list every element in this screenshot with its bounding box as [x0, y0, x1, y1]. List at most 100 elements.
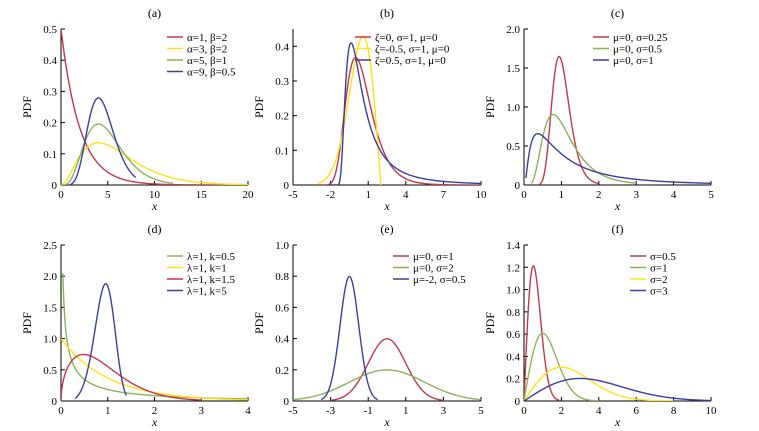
series-line: [524, 377, 711, 401]
y-tick-label: 0.6: [275, 302, 289, 314]
legend-label: α=1, β=2: [187, 32, 227, 44]
y-tick-label: 0.5: [506, 141, 520, 153]
legend-label: λ=1, k=5: [187, 286, 227, 298]
legend-label: ζ=-0.5, σ=1, μ=0: [375, 44, 450, 56]
x-tick-label: -1: [364, 405, 373, 417]
x-tick-label: 7: [441, 189, 447, 201]
y-tick-label: 0: [52, 180, 58, 192]
y-tick-label: 0.8: [506, 307, 520, 319]
x-tick-label: 0: [58, 189, 64, 201]
y-tick-label: 2.5: [43, 240, 57, 252]
x-axis-label: x: [383, 199, 390, 213]
y-tick-label: 1.2: [506, 262, 520, 274]
legend-label: ζ=0, σ=1, μ=0: [375, 32, 438, 44]
x-tick-label: 8: [671, 405, 677, 417]
y-axis-label: PDF: [252, 96, 266, 118]
series-line: [538, 55, 600, 185]
y-tick-label: 1.0: [506, 102, 520, 114]
series-line: [524, 332, 600, 401]
x-axis-label: x: [151, 199, 158, 213]
y-tick-label: 0.4: [275, 334, 289, 346]
legend-label: ζ=0.5, σ=1, μ=0: [375, 55, 446, 67]
x-tick-label: 2: [596, 189, 602, 201]
x-tick-label: 1: [105, 405, 111, 417]
legend-label: μ=0, σ=1: [413, 251, 454, 263]
x-tick-label: -2: [326, 189, 335, 201]
series-line: [317, 35, 382, 185]
x-tick-label: 3: [633, 189, 639, 201]
legend-label: μ=0, σ=2: [413, 263, 454, 275]
series-line: [61, 123, 174, 185]
y-tick-label: 2.0: [43, 271, 57, 283]
series-line: [525, 132, 711, 184]
y-tick-label: 0.2: [506, 374, 520, 386]
x-tick-label: 10: [706, 405, 718, 417]
series-line: [61, 28, 248, 185]
legend-label: σ=0.5: [650, 251, 676, 263]
y-tick-label: 0.2: [43, 118, 57, 130]
y-tick-label: 0.1: [43, 149, 57, 161]
x-tick-label: 5: [708, 189, 714, 201]
y-tick-label: 0: [284, 180, 290, 192]
x-tick-label: 4: [245, 405, 251, 417]
series-line: [61, 142, 248, 185]
x-tick-label: 5: [105, 189, 111, 201]
series-line: [330, 338, 444, 401]
x-tick-label: -3: [326, 405, 336, 417]
panel-e: (e) -5 -3 -1 1 3 5 0 0.2 0.4 0.6 0.8 1.0 x PDF μ=0, σ=1…: [252, 222, 484, 429]
legend: ζ=0, σ=1, μ=0ζ=-0.5, σ=1, μ=0ζ=0.5, σ=1,…: [355, 32, 450, 67]
series-line: [330, 42, 481, 185]
legend-label: α=9, β=0.5: [187, 67, 236, 79]
series-line: [524, 265, 563, 401]
panel-label: (e): [380, 222, 393, 236]
x-tick-label: 1: [559, 189, 565, 201]
y-tick-label: 2.0: [506, 24, 520, 36]
y-tick-label: 0.3: [43, 86, 57, 98]
series-line: [61, 338, 248, 401]
x-tick-label: 3: [441, 405, 447, 417]
y-tick-label: 0.4: [43, 55, 57, 67]
panel-label: (b): [380, 6, 394, 20]
y-tick-label: 0.3: [275, 76, 289, 88]
y-tick-label: 0: [284, 396, 290, 408]
x-tick-label: 4: [403, 189, 409, 201]
x-tick-label: 4: [671, 189, 677, 201]
legend-label: σ=1: [650, 263, 668, 275]
y-tick-label: 1.5: [506, 63, 520, 75]
series-line: [69, 97, 137, 185]
y-tick-label: 0.4: [506, 351, 520, 363]
x-tick-label: 20: [243, 189, 255, 201]
x-axis-label: x: [614, 199, 621, 213]
legend-label: λ=1, k=1: [187, 263, 227, 275]
x-tick-label: 3: [199, 405, 205, 417]
y-tick-label: 1.0: [275, 240, 289, 252]
y-axis-label: PDF: [483, 312, 497, 334]
x-tick-label: 5: [478, 405, 484, 417]
legend: μ=0, σ=0.25μ=0, σ=0.5μ=0, σ=1: [593, 32, 668, 67]
y-tick-label: 1.4: [506, 240, 520, 252]
y-tick-label: 0.5: [43, 24, 57, 36]
x-tick-label: 6: [633, 405, 639, 417]
legend-label: σ=2: [650, 274, 668, 286]
y-tick-label: 0: [515, 396, 521, 408]
y-tick-label: 0.6: [506, 329, 520, 341]
panel-label: (f): [612, 222, 624, 236]
x-tick-label: 2: [152, 405, 158, 417]
legend: α=1, β=2α=3, β=2α=5, β=1α=9, β=0.5: [167, 32, 236, 79]
x-tick-label: 1: [365, 189, 371, 201]
panel-label: (a): [148, 6, 161, 20]
y-tick-label: 1.5: [43, 302, 57, 314]
y-tick-label: 1.0: [43, 334, 57, 346]
legend: λ=1, k=0.5λ=1, k=1λ=1, k=1.5λ=1, k=5: [167, 251, 235, 298]
legend-label: μ=0, σ=0.5: [613, 44, 662, 56]
x-tick-label: 2: [559, 405, 565, 417]
panel-label: (c): [611, 6, 624, 20]
series-line: [524, 366, 674, 401]
series-line: [74, 283, 128, 400]
legend: μ=0, σ=1μ=0, σ=2μ=-2, σ=0.5: [393, 251, 466, 286]
x-tick-label: -5: [288, 189, 298, 201]
x-axis-label: x: [151, 415, 158, 429]
